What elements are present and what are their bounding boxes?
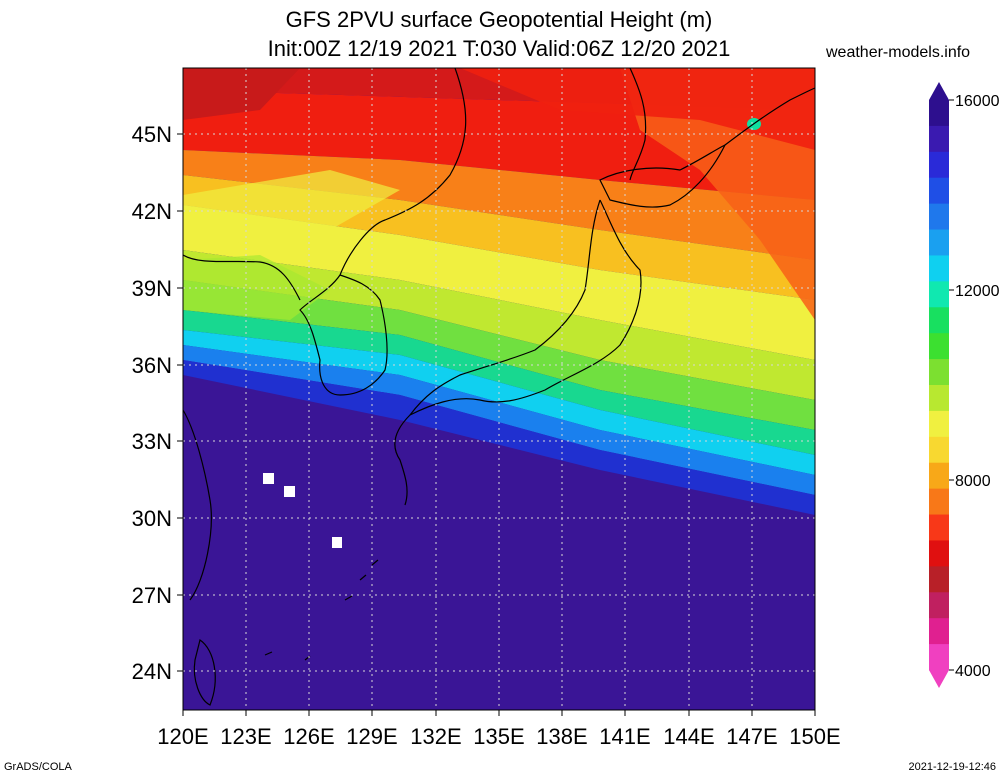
- site-credit: weather-models.info: [826, 44, 971, 61]
- lon-label-141e: 141E: [599, 724, 650, 749]
- lon-label-126e: 126E: [283, 724, 334, 749]
- lon-label-144e: 144E: [663, 724, 714, 749]
- lat-label-30n: 30N: [132, 506, 172, 531]
- lon-label-135e: 135E: [473, 724, 524, 749]
- lon-label-147e: 147E: [726, 724, 777, 749]
- lat-label-36n: 36N: [132, 353, 172, 378]
- footer-timestamp: 2021-12-19-12:46: [908, 761, 996, 773]
- height-field: [183, 68, 815, 710]
- lon-label-150e: 150E: [789, 724, 840, 749]
- coastlines: [183, 68, 815, 706]
- lat-label-24n: 24N: [132, 659, 172, 684]
- lat-label-45n: 45N: [132, 122, 172, 147]
- lat-label-33n: 33N: [132, 429, 172, 454]
- lon-label-132e: 132E: [410, 724, 461, 749]
- footer-software-credit: GrADS/COLA: [4, 761, 72, 773]
- lat-label-39n: 39N: [132, 276, 172, 301]
- lat-label-42n: 42N: [132, 199, 172, 224]
- lat-label-27n: 27N: [132, 583, 172, 608]
- lon-label-129e: 129E: [346, 724, 397, 749]
- lon-label-138e: 138E: [536, 724, 587, 749]
- grid-lines: [183, 68, 815, 710]
- map-subtitle: Init:00Z 12/19 2021 T:030 Valid:06Z 12/2…: [267, 36, 731, 61]
- lon-label-120e: 120E: [157, 724, 208, 749]
- map-title: GFS 2PVU surface Geopotential Height (m): [285, 7, 713, 32]
- tick-marks: [177, 133, 816, 716]
- lon-label-123e: 123E: [220, 724, 271, 749]
